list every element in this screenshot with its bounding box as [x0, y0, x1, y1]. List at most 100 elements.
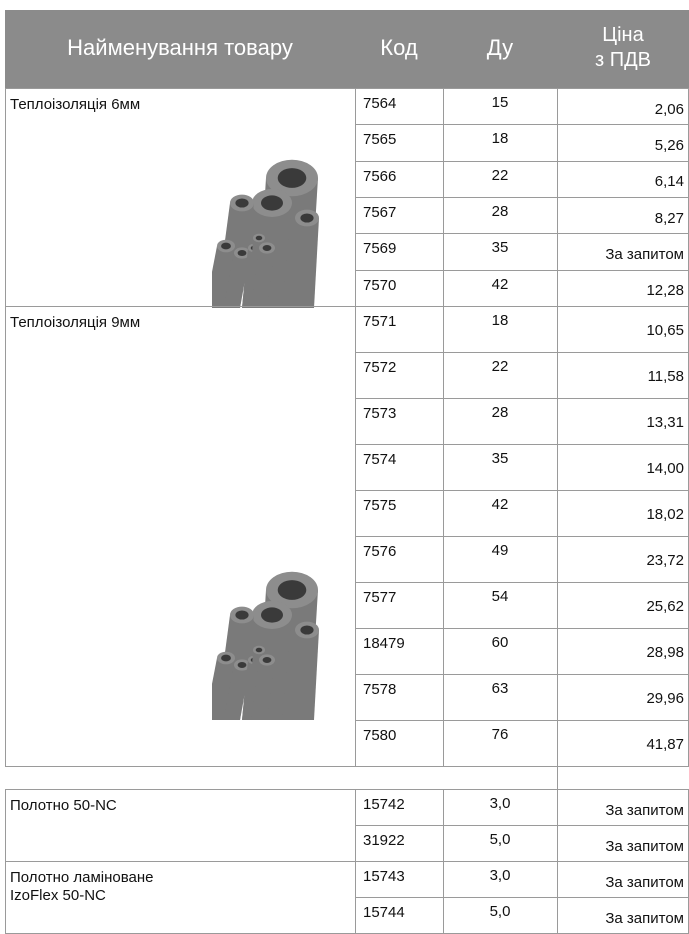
product-du: 5,0 — [489, 903, 511, 920]
product-du: 35 — [491, 239, 509, 257]
product-price: 29,96 — [646, 690, 684, 708]
grid-line — [5, 789, 6, 861]
product-code: 15742 — [363, 796, 405, 813]
product-code: 31922 — [363, 832, 405, 849]
product-du: 63 — [491, 680, 509, 697]
product-du: 22 — [491, 166, 509, 184]
product-du: 5,0 — [489, 831, 511, 848]
grid-line — [5, 861, 6, 933]
product-price: 2,06 — [654, 100, 684, 118]
product-du: 54 — [491, 588, 509, 605]
product-du: 49 — [491, 542, 509, 559]
grid-line — [5, 861, 689, 862]
product-price: 5,26 — [654, 137, 684, 154]
product-image — [212, 571, 319, 720]
grid-line — [355, 444, 689, 445]
grid-line — [355, 789, 356, 861]
product-code: 7570 — [363, 276, 397, 294]
product-code: 7578 — [363, 681, 397, 698]
product-code: 7580 — [363, 727, 397, 744]
grid-line — [355, 233, 689, 235]
grid-line — [355, 490, 689, 491]
product-code: 7566 — [363, 167, 397, 185]
grid-line — [557, 766, 558, 789]
header-bar — [5, 10, 689, 88]
product-du: 3,0 — [489, 795, 511, 812]
grid-line — [355, 160, 689, 162]
grid-line — [355, 897, 689, 898]
grid-line — [355, 720, 689, 721]
product-code: 7572 — [363, 359, 397, 376]
product-name: Теплоізоляція 6мм — [10, 96, 141, 113]
grid-line — [557, 88, 558, 306]
product-price: 25,62 — [646, 598, 684, 616]
product-du: 22 — [491, 358, 509, 375]
product-price: 11,58 — [647, 368, 684, 386]
product-price: 8,27 — [654, 209, 684, 227]
product-du: 18 — [491, 130, 509, 148]
grid-line — [355, 674, 689, 675]
product-price: 12,28 — [646, 282, 684, 300]
product-code: 15743 — [363, 868, 405, 885]
product-du: 60 — [491, 634, 509, 651]
grid-line — [5, 88, 689, 89]
product-du: 42 — [491, 496, 509, 513]
grid-line — [355, 398, 689, 399]
header-du: Ду — [486, 35, 514, 60]
product-du: 35 — [491, 450, 509, 467]
product-code: 7575 — [363, 497, 397, 514]
product-price: 6,14 — [654, 173, 684, 191]
product-du: 76 — [491, 726, 509, 743]
grid-line — [557, 789, 558, 861]
grid-line — [355, 628, 689, 629]
grid-line — [355, 582, 689, 583]
product-du: 28 — [491, 404, 509, 421]
grid-line — [5, 306, 6, 766]
grid-line — [5, 789, 689, 790]
product-code: 7573 — [363, 405, 397, 422]
header-price: Ціна — [602, 24, 644, 46]
header-price-vat: з ПДВ — [595, 49, 651, 71]
grid-line — [443, 861, 444, 933]
product-code: 15744 — [363, 904, 405, 921]
product-code: 7567 — [363, 203, 397, 221]
grid-line — [443, 88, 444, 306]
product-name: Теплоізоляція 9мм — [10, 314, 141, 331]
product-code: 18479 — [363, 635, 405, 652]
grid-line — [557, 306, 558, 766]
product-du: 15 — [491, 94, 509, 111]
product-du: 28 — [491, 202, 509, 220]
product-price: 23,72 — [646, 552, 684, 570]
product-name: Полотно ламіноване IzoFlex 50-NC — [10, 869, 154, 904]
grid-line — [355, 861, 356, 933]
grid-line — [5, 766, 689, 767]
product-code: 7574 — [363, 451, 397, 468]
product-du: 42 — [491, 275, 509, 293]
product-price: 18,02 — [646, 506, 684, 524]
grid-line — [5, 88, 6, 306]
product-price: За запитом — [605, 837, 684, 855]
product-price: 41,87 — [646, 736, 684, 754]
header-code: Код — [380, 35, 418, 60]
product-code: 7571 — [363, 313, 397, 330]
product-code: 7577 — [363, 589, 397, 606]
product-image — [212, 159, 319, 308]
product-code: 7564 — [363, 95, 397, 112]
product-price: За запитом — [605, 909, 684, 927]
grid-line — [355, 88, 356, 306]
grid-line — [355, 536, 689, 537]
product-price: 13,31 — [646, 414, 684, 432]
product-name: Полотно 50-NC — [10, 797, 117, 814]
product-price: 28,98 — [646, 644, 684, 662]
product-price: За запитом — [605, 245, 684, 263]
grid-line — [355, 124, 689, 126]
grid-line — [557, 861, 558, 933]
product-code: 7565 — [363, 131, 397, 149]
grid-line — [443, 789, 444, 861]
grid-line — [355, 352, 689, 353]
product-du: 18 — [491, 312, 509, 329]
product-price: 14,00 — [646, 460, 684, 478]
grid-line — [355, 825, 689, 826]
product-code: 7569 — [363, 240, 397, 258]
